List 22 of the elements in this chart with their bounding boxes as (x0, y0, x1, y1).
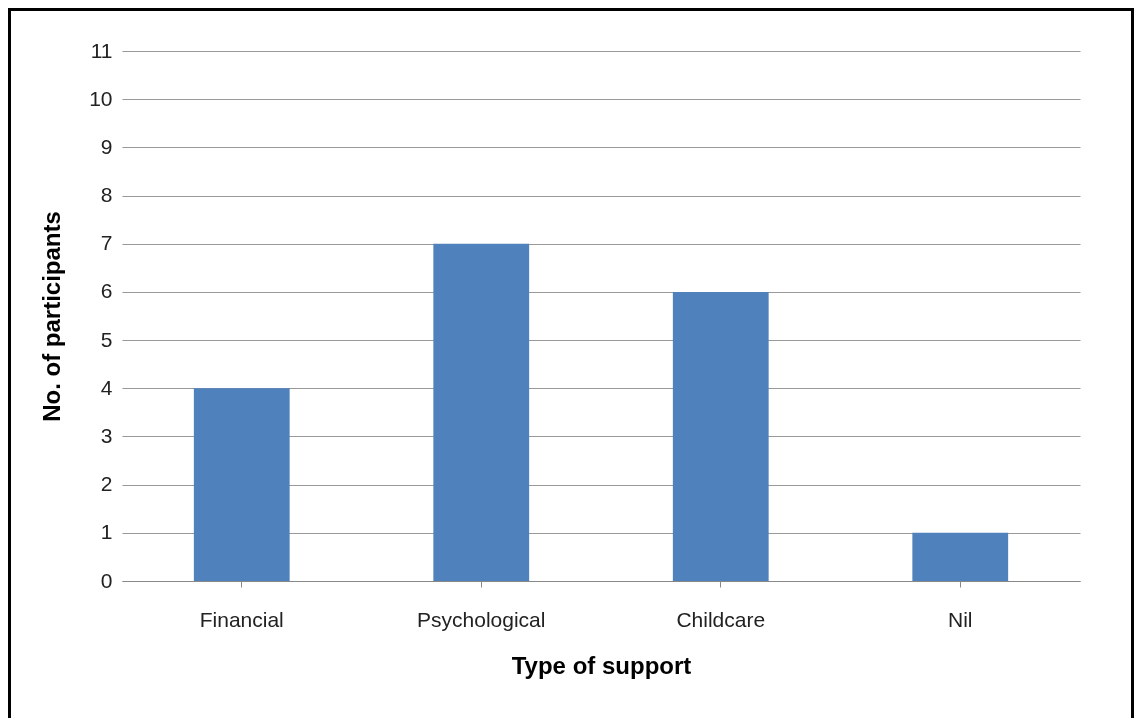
y-tick-label: 8 (100, 183, 113, 207)
y-axis-title: No. of participants (38, 211, 66, 422)
y-tick-label: 0 (100, 568, 113, 592)
y-tick-label: 4 (100, 375, 113, 399)
x-tick-label: Financial (199, 607, 284, 631)
y-tick-label: 6 (100, 279, 113, 303)
bar (193, 388, 290, 581)
bar (672, 291, 769, 581)
x-tick-label: Childcare (676, 607, 766, 631)
y-tick-label: 11 (90, 38, 113, 62)
y-tick-label: 2 (100, 472, 113, 496)
x-tick-label: Nil (948, 607, 973, 631)
y-tick-label: 5 (100, 327, 113, 351)
y-tick-label: 1 (100, 520, 113, 544)
bar (912, 532, 1009, 581)
y-tick-label: 9 (100, 134, 113, 158)
bar (433, 243, 530, 581)
x-tick-label: Psychological (417, 607, 546, 631)
y-tick-label: 10 (89, 86, 113, 110)
y-tick-label: 7 (100, 231, 113, 255)
x-axis-title: Type of support (511, 651, 692, 679)
y-tick-label: 3 (100, 423, 113, 447)
